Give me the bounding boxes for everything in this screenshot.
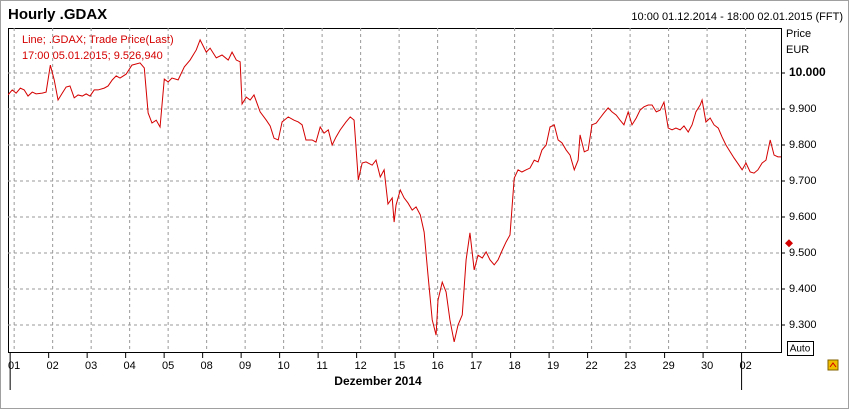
x-tick-label: 23 — [624, 360, 636, 372]
x-tick-label: 17 — [470, 360, 482, 372]
x-tick-label: 10 — [278, 360, 290, 372]
x-tick-label: 05 — [162, 360, 174, 372]
y-tick-label: 9.600 — [789, 211, 817, 223]
y-tick-label: 10.000 — [789, 65, 826, 79]
y-tick-label: 9.700 — [789, 175, 817, 187]
x-tick-label: 03 — [85, 360, 97, 372]
x-tick-label: 04 — [124, 360, 136, 372]
icon-glyph[interactable] — [829, 362, 837, 368]
y-tick-label: 9.400 — [789, 283, 817, 295]
x-tick-label: 30 — [701, 360, 713, 372]
icon-box[interactable] — [827, 359, 839, 371]
y-tick-label: 9.300 — [789, 319, 817, 331]
x-tick-label: 08 — [201, 360, 213, 372]
y-tick-label: 9.800 — [789, 139, 817, 151]
x-tick-label: 16 — [431, 360, 443, 372]
chart-title: Hourly .GDAX — [8, 6, 107, 23]
y-unit: EUR — [786, 44, 809, 56]
auto-button-box[interactable] — [787, 341, 814, 356]
x-tick-label: 02 — [739, 360, 751, 372]
settings-icon[interactable] — [827, 359, 839, 371]
x-tick-label: 15 — [393, 360, 405, 372]
x-tick-label: 01 — [8, 360, 20, 372]
x-tick-label: 12 — [354, 360, 366, 372]
x-tick-label: 02 — [47, 360, 59, 372]
x-tick-label: 19 — [547, 360, 559, 372]
x-tick-label: 29 — [662, 360, 674, 372]
x-tick-label: 18 — [508, 360, 520, 372]
auto-button[interactable]: Auto — [787, 341, 814, 356]
date-range: 10:00 01.12.2014 - 18:00 02.01.2015 (FFT… — [631, 11, 843, 23]
y-tick-label: 9.500 — [789, 247, 817, 259]
y-label: Price — [786, 28, 811, 40]
y-tick-label: 9.900 — [789, 103, 817, 115]
last-value-marker — [785, 239, 793, 248]
x-tick-label: 11 — [316, 360, 327, 372]
x-tick-label: 22 — [585, 360, 597, 372]
x-tick-label: 09 — [239, 360, 251, 372]
x-label: Dezember 2014 — [334, 374, 422, 388]
annotation: 17:00 05.01.2015; 9.526,940 — [22, 50, 163, 62]
price-line — [8, 38, 781, 343]
annotation: Line; .GDAX; Trade Price(Last) — [22, 34, 174, 46]
auto-button-label[interactable]: Auto — [790, 344, 811, 355]
